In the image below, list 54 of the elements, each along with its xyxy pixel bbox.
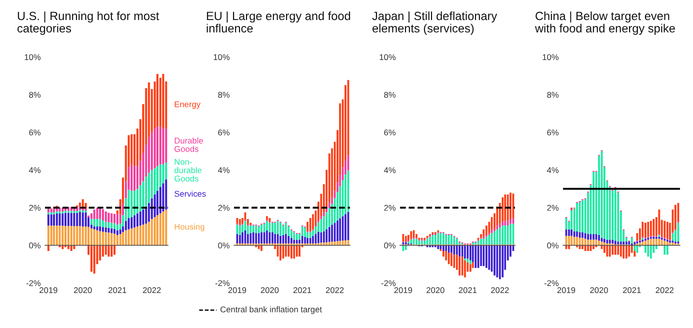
y-tick-label: 0%: [218, 242, 230, 248]
x-tick-label: 2021: [458, 287, 477, 294]
y-tick-label: 6%: [218, 130, 230, 136]
y-tick-label: 6%: [384, 130, 396, 136]
y-tick-label: 2%: [384, 204, 396, 211]
y-tick-label: 8%: [29, 92, 41, 98]
series-label: Housing: [174, 224, 204, 232]
x-tick-label: 2022: [491, 287, 509, 294]
y-tick-label: 4%: [384, 167, 396, 174]
legend-label: Central bank inflation target: [220, 306, 322, 314]
y-tick-label: 0%: [547, 242, 559, 248]
x-tick-label: 2022: [326, 287, 344, 294]
x-tick-label: 2019: [228, 287, 246, 294]
x-tick-label: 2021: [623, 287, 641, 294]
y-tick-label: 4%: [218, 167, 230, 174]
y-tick-label: 10%: [380, 54, 396, 60]
y-tick-label: -2%: [26, 280, 41, 286]
y-tick-label: -2%: [381, 280, 396, 286]
y-tick-label: -2%: [215, 280, 230, 286]
x-tick-label: 2021: [293, 287, 312, 294]
y-tick-label: 6%: [547, 130, 559, 136]
series-label: Durable Goods: [174, 137, 203, 152]
y-tick-label: 10%: [214, 54, 230, 60]
chart-title: U.S. | Running hot for most categories: [18, 11, 160, 35]
y-tick-label: 0%: [384, 242, 396, 248]
y-tick-label: 2%: [547, 204, 559, 211]
series-label: Non-durable Goods: [174, 158, 202, 182]
y-tick-label: 0%: [29, 242, 41, 248]
y-tick-label: 10%: [24, 54, 41, 60]
y-tick-label: 10%: [542, 54, 559, 60]
y-tick-label: 8%: [384, 92, 396, 98]
y-tick-label: 2%: [29, 204, 41, 211]
x-tick-label: 2019: [394, 287, 412, 294]
x-tick-label: 2020: [590, 287, 608, 294]
y-tick-label: 4%: [28, 167, 41, 174]
series-label: Energy: [174, 101, 201, 109]
x-tick-label: 2020: [74, 287, 92, 294]
chart-title: Japan | Still deflationary elements (services): [372, 11, 498, 35]
y-tick-label: -2%: [544, 280, 559, 286]
y-tick-label: 6%: [29, 130, 41, 136]
x-tick-label: 2020: [426, 287, 444, 294]
y-tick-label: 8%: [547, 92, 559, 98]
chart-title: EU | Large energy and food influence: [206, 11, 350, 32]
x-tick-label: 2019: [40, 287, 58, 294]
series-label: Services: [174, 190, 206, 197]
y-tick-label: 4%: [546, 167, 559, 174]
x-tick-label: 2021: [108, 287, 126, 294]
x-tick-label: 2022: [143, 287, 161, 294]
x-tick-label: 2020: [260, 287, 279, 294]
y-tick-label: 8%: [218, 92, 230, 98]
chart-title: China | Below target even with food and energy spike: [534, 11, 675, 35]
x-tick-label: 2019: [557, 287, 576, 294]
y-tick-label: 2%: [218, 204, 230, 211]
x-tick-label: 2022: [656, 287, 674, 294]
